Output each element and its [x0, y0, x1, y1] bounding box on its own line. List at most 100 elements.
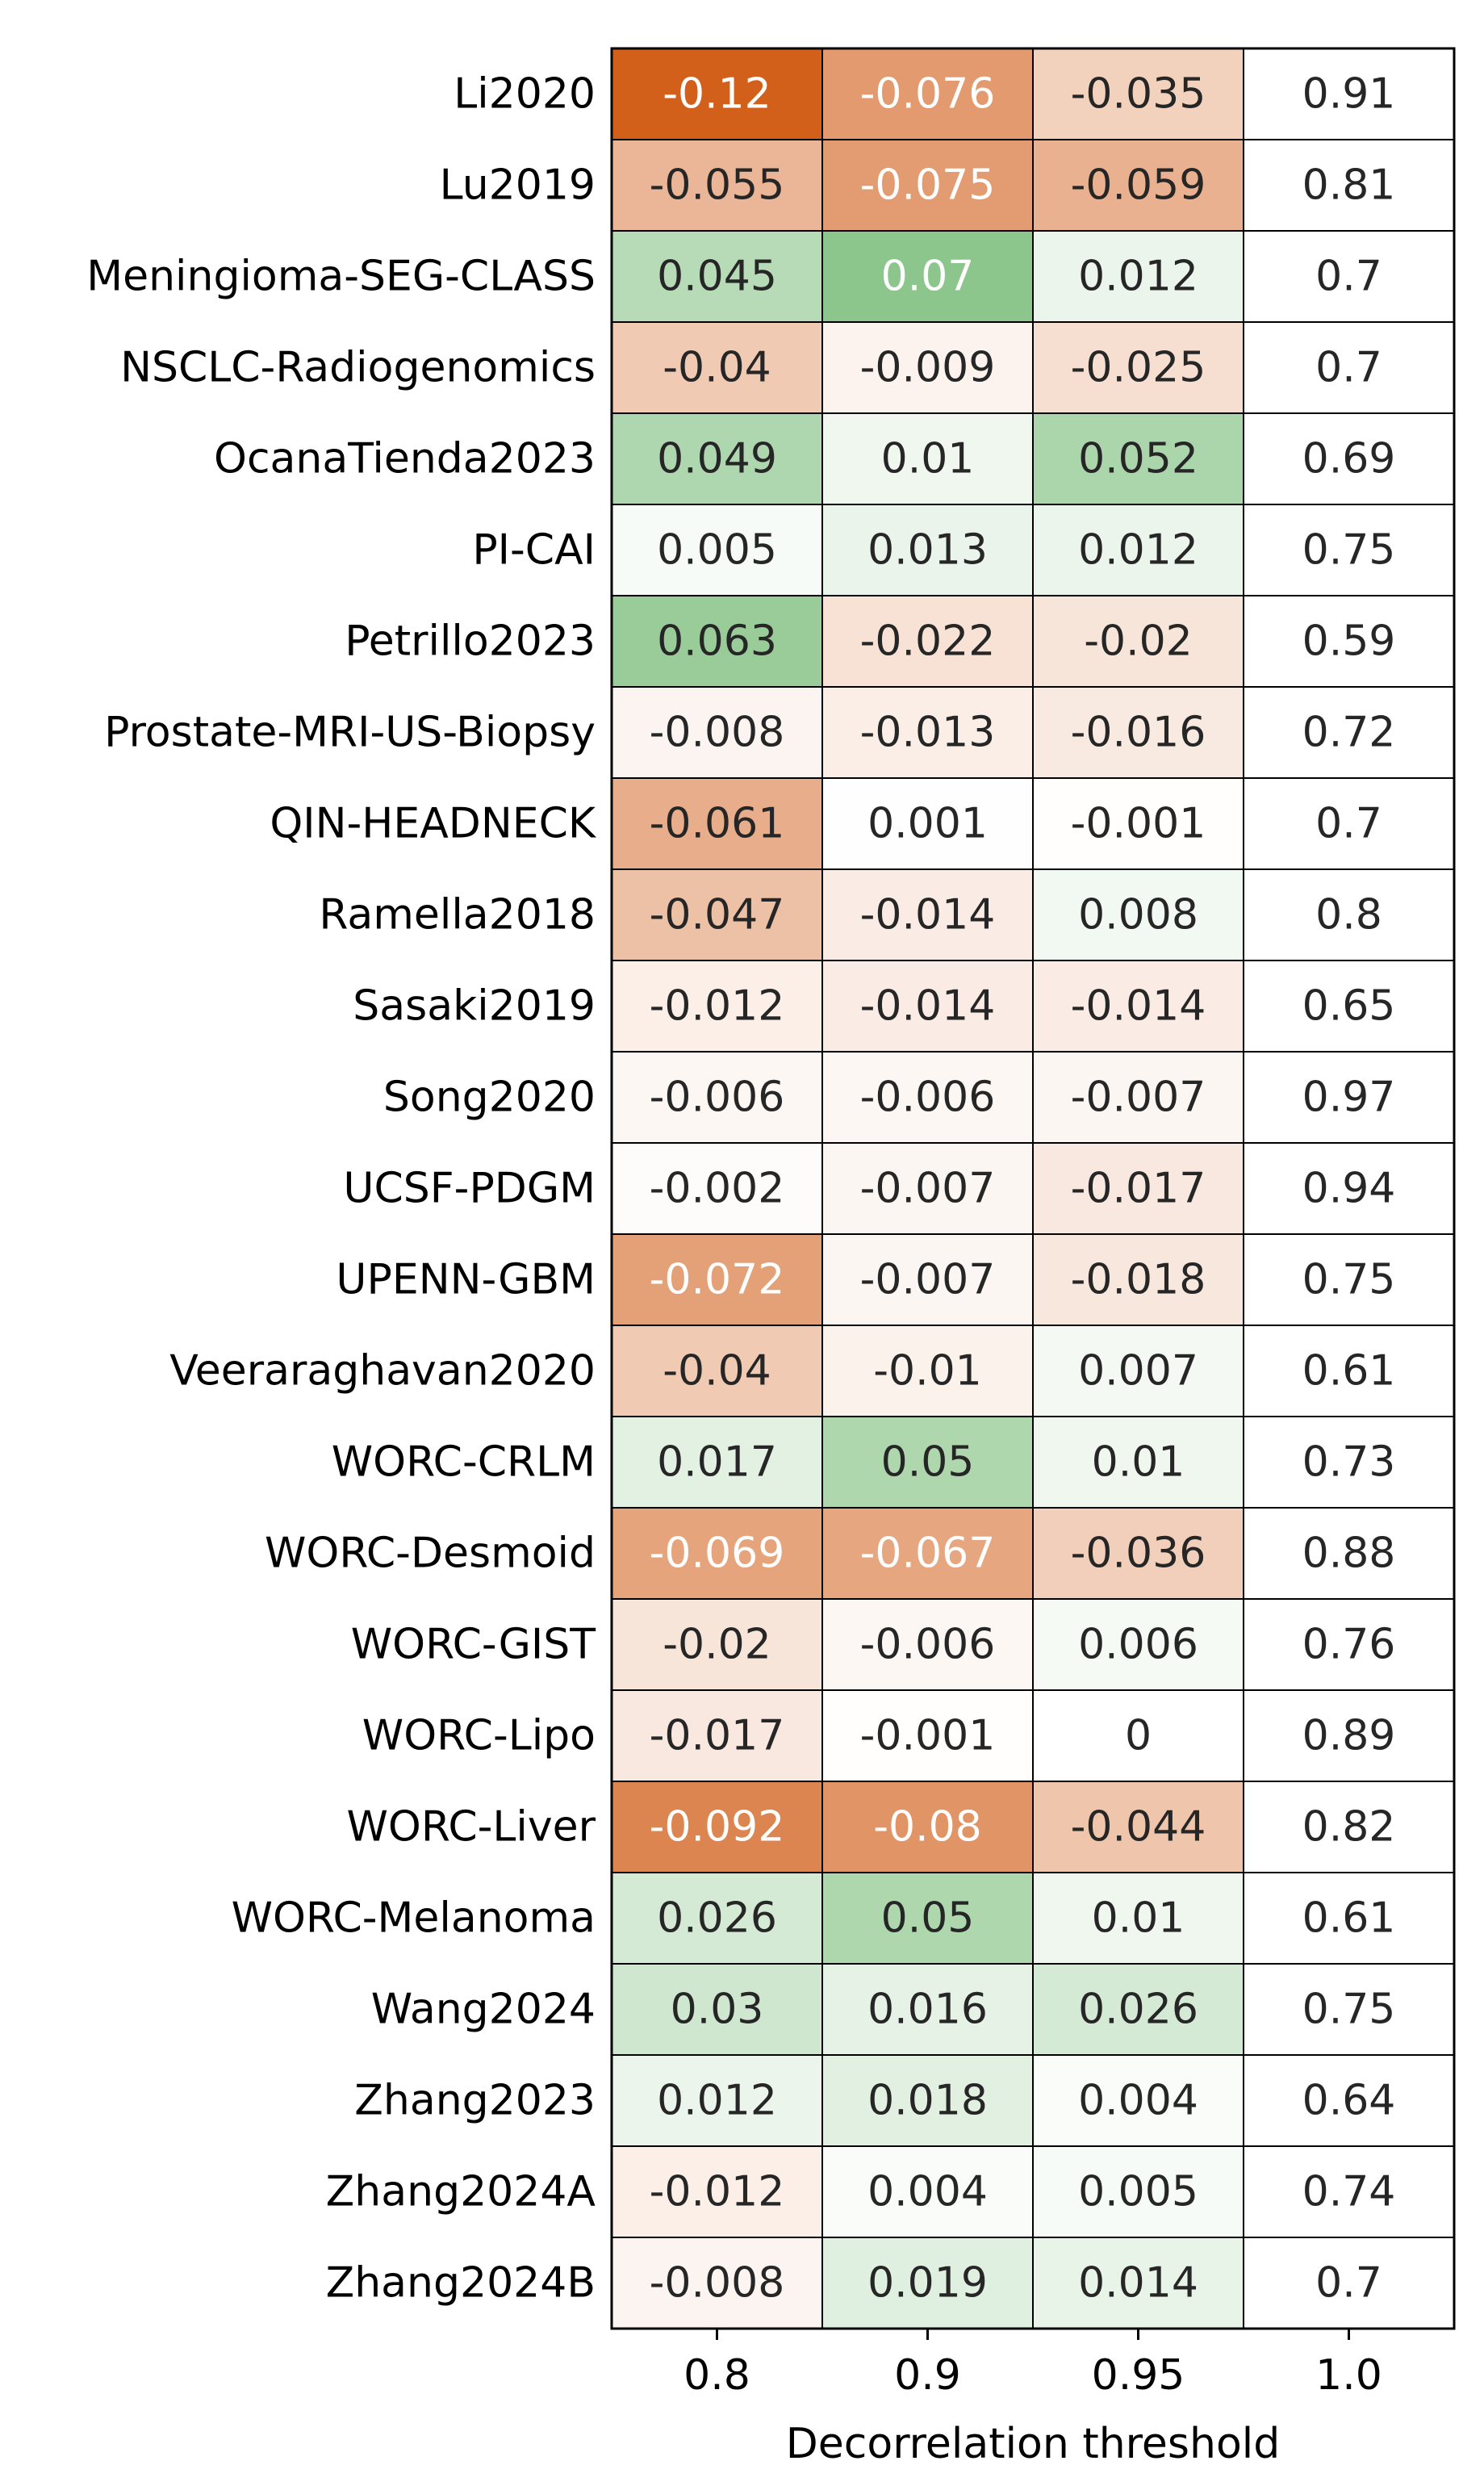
- heatmap-cell: [822, 778, 1033, 869]
- cell-value-label: 0.75: [1302, 526, 1396, 575]
- cell-value-label: -0.001: [1071, 800, 1206, 848]
- cell-value-label: -0.055: [650, 161, 785, 210]
- heatmap-cell: [612, 1781, 822, 1873]
- heatmap-cell: [822, 231, 1033, 322]
- cell-value-label: -0.009: [860, 344, 996, 392]
- heatmap-cell: [822, 1964, 1033, 2055]
- cell-value-label: -0.01: [873, 1347, 982, 1396]
- heatmap-cell: [822, 1873, 1033, 1964]
- cell-value-label: -0.036: [1071, 1530, 1206, 1578]
- cell-value-label: 0.7: [1315, 2259, 1382, 2308]
- row-label-ramella2018: Ramella2018: [319, 891, 596, 940]
- cell-value-label: 0.049: [657, 435, 777, 483]
- x-axis-label: Decorrelation threshold: [786, 2420, 1280, 2468]
- row-label-prostate-mri-us-biopsy: Prostate-MRI-US-Biopsy: [104, 709, 596, 757]
- heatmap-cell: [1244, 413, 1454, 504]
- heatmap-cell: [822, 1781, 1033, 1873]
- cell-value-label: 0.74: [1302, 2168, 1396, 2216]
- row-label-li2020: Li2020: [454, 70, 596, 119]
- x-axis-ticks: 0.8 0.9 0.95 1.0: [683, 2329, 1382, 2400]
- heatmap-cell: [822, 2146, 1033, 2237]
- heatmap-cell: [1244, 1508, 1454, 1599]
- cell-value-label: 0.01: [1092, 1894, 1185, 1943]
- heatmap-cell: [612, 413, 822, 504]
- cell-value-label: -0.014: [860, 891, 996, 940]
- cell-value-label: -0.006: [650, 1074, 785, 1122]
- heatmap-cell: [1033, 1234, 1244, 1325]
- heatmap-cell: [612, 504, 822, 596]
- row-labels: Li2020 Lu2019 Meningioma-SEG-CLASS NSCLC-Ra…: [86, 70, 597, 2308]
- cell-value-label: 0.94: [1302, 1165, 1396, 1213]
- cell-value-label: -0.013: [860, 709, 996, 757]
- cell-value-label: -0.072: [650, 1256, 785, 1304]
- cell-value-label: 0.018: [867, 2077, 988, 2125]
- heatmap-cell: [1244, 504, 1454, 596]
- x-tick-label: 0.9: [894, 2351, 961, 2400]
- heatmap-gridlines: [612, 48, 1454, 2329]
- cell-value-label: -0.017: [1071, 1165, 1206, 1213]
- cell-value-label: 0.82: [1302, 1803, 1396, 1852]
- heatmap-cell: [612, 1234, 822, 1325]
- cell-value-label: -0.02: [1084, 617, 1193, 666]
- cell-value-label: 0.01: [1092, 1438, 1185, 1487]
- heatmap-cell: [1033, 1052, 1244, 1143]
- heatmap-cell: [1033, 1325, 1244, 1417]
- cell-value-label: -0.012: [650, 2168, 785, 2216]
- heatmap-cell: [1244, 960, 1454, 1052]
- cell-value-label: 0.017: [657, 1438, 777, 1487]
- row-label-nsclc-radiogenomics: NSCLC-Radiogenomics: [120, 344, 596, 392]
- heatmap-cell: [1244, 778, 1454, 869]
- heatmap-cell: [1244, 2055, 1454, 2146]
- row-label-petrillo2023: Petrillo2023: [345, 617, 596, 666]
- cell-value-label: 0.026: [1078, 1986, 1198, 2034]
- heatmap-cell: [822, 687, 1033, 778]
- cell-value-label: -0.075: [860, 161, 996, 210]
- cell-value-label: 0.59: [1302, 617, 1396, 666]
- cell-value-label: -0.012: [650, 982, 785, 1031]
- heatmap-cell: [612, 1964, 822, 2055]
- cell-value-label: 0.75: [1302, 1256, 1396, 1304]
- row-label-pi-cai: PI-CAI: [472, 526, 596, 575]
- cell-value-label: 0.07: [881, 253, 975, 301]
- heatmap-cell: [1033, 1508, 1244, 1599]
- cell-value-label: 0.61: [1302, 1347, 1396, 1396]
- heatmap-cell: [1244, 1599, 1454, 1690]
- row-label-ucsf-pdgm: UCSF-PDGM: [343, 1165, 596, 1213]
- cell-value-label: 0.05: [881, 1894, 975, 1943]
- cell-value-label: 0.7: [1315, 253, 1382, 301]
- heatmap-cell: [822, 1599, 1033, 1690]
- cell-value-label: -0.007: [1071, 1074, 1206, 1122]
- cell-value-label: -0.007: [860, 1256, 996, 1304]
- cell-value-label: 0.88: [1302, 1530, 1396, 1578]
- cell-value-label: 0.013: [867, 526, 988, 575]
- cell-value-label: 0.76: [1302, 1621, 1396, 1669]
- heatmap-cell: [612, 322, 822, 413]
- heatmap-cell: [1033, 2055, 1244, 2146]
- plot-frame: [610, 47, 1456, 2330]
- heatmap-cell: [612, 231, 822, 322]
- heatmap-cell: [1033, 1781, 1244, 1873]
- cell-value-label: 0.05: [881, 1438, 975, 1487]
- heatmap-cell: [1033, 1873, 1244, 1964]
- row-label-sasaki2019: Sasaki2019: [353, 982, 596, 1031]
- heatmap-cell: [822, 1143, 1033, 1234]
- heatmap-cell: [1244, 1325, 1454, 1417]
- heatmap-cell: [1033, 1690, 1244, 1781]
- cell-value-label: 0.61: [1302, 1894, 1396, 1943]
- heatmap-cell: [822, 1325, 1033, 1417]
- heatmap-cell: [612, 2146, 822, 2237]
- cell-value-label: 0: [1125, 1712, 1152, 1760]
- heatmap-cell: [1033, 504, 1244, 596]
- heatmap-cell: [822, 1417, 1033, 1508]
- heatmap-cell: [612, 2055, 822, 2146]
- cell-value-label: 0.008: [1078, 891, 1198, 940]
- cell-value-label: -0.059: [1071, 161, 1206, 210]
- heatmap-cells: [612, 48, 1454, 2329]
- row-label-worc-lipo: WORC-Lipo: [362, 1712, 596, 1760]
- cell-value-label: -0.008: [650, 2259, 785, 2308]
- cell-value-label: 0.014: [1078, 2259, 1198, 2308]
- cell-value-label: 0.69: [1302, 435, 1396, 483]
- heatmap-cell: [822, 2055, 1033, 2146]
- cell-value-label: -0.035: [1071, 70, 1206, 119]
- heatmap-cell: [822, 413, 1033, 504]
